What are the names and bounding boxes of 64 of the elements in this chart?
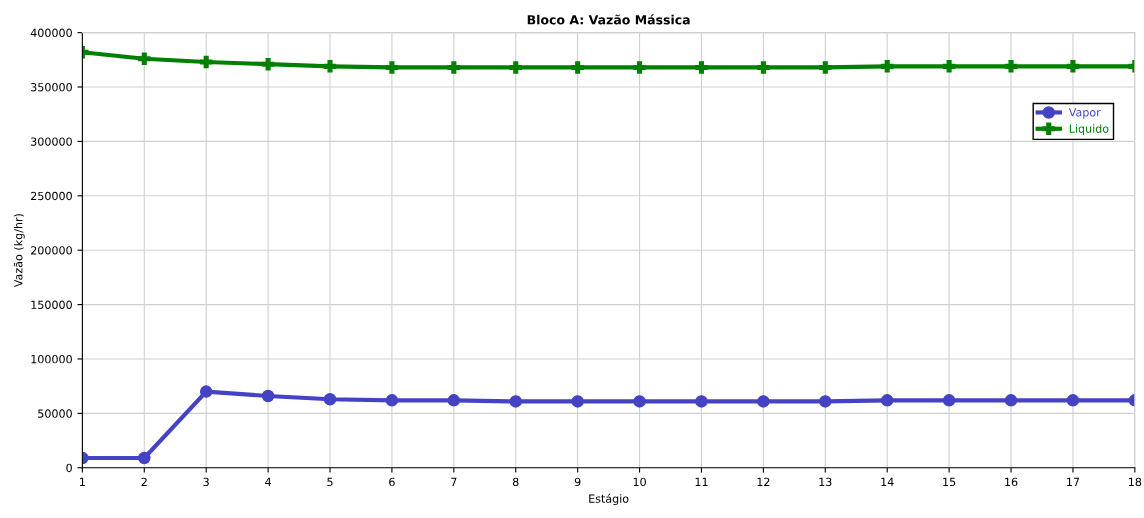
point <box>138 52 151 65</box>
x-tick-label: 3 <box>203 477 209 487</box>
point <box>571 61 584 74</box>
chart-title: Bloco A: Vazão Mássica <box>527 14 690 25</box>
point <box>509 395 522 408</box>
x-tick-label: 7 <box>451 477 457 486</box>
x-tick-label: 16 <box>1005 477 1018 487</box>
point <box>695 395 708 408</box>
x-tick-label: 5 <box>327 477 333 487</box>
y-tick-label: 150000 <box>31 300 72 309</box>
x-axis-title: Estágio <box>589 493 629 505</box>
y-tick-label: 200000 <box>31 246 72 255</box>
point <box>323 392 337 406</box>
legend-label: Vapor <box>1068 108 1101 119</box>
point <box>385 61 399 74</box>
point <box>880 394 894 407</box>
x-tick-label: 14 <box>881 477 894 486</box>
x-tick-label: 10 <box>633 477 646 487</box>
y-tick-label: 400000 <box>30 28 72 38</box>
point <box>199 55 213 69</box>
point <box>323 60 337 73</box>
point <box>138 451 151 465</box>
point <box>880 60 894 73</box>
point <box>447 394 461 407</box>
point <box>819 395 832 408</box>
point <box>695 61 708 74</box>
x-tick-label: 11 <box>695 477 708 486</box>
x-tick-label: 6 <box>389 477 395 487</box>
x-tick-label: 2 <box>141 477 147 486</box>
point <box>1066 394 1080 407</box>
legend-label: Liquido <box>1069 124 1109 135</box>
point <box>1004 394 1018 407</box>
y-axis-title: Vazão (kg/hr) <box>13 214 25 288</box>
point <box>509 61 522 74</box>
y-tick-label: 300000 <box>31 137 72 146</box>
y-tick-label: 0 <box>66 463 72 473</box>
x-tick-label: 12 <box>757 477 770 486</box>
point <box>261 389 275 403</box>
point <box>385 394 399 407</box>
point <box>261 57 275 71</box>
y-tick-label: 50000 <box>38 409 72 418</box>
point <box>942 394 956 407</box>
y-tick-label: 100000 <box>31 354 72 364</box>
point <box>199 385 213 398</box>
x-tick-label: 13 <box>819 477 832 487</box>
x-tick-label: 1 <box>80 477 85 486</box>
point <box>757 61 770 74</box>
x-tick-label: 4 <box>265 477 272 486</box>
point <box>757 395 770 408</box>
point <box>1004 60 1018 73</box>
x-tick-label: 8 <box>512 477 519 487</box>
x-tick-label: 15 <box>943 477 956 487</box>
point <box>447 61 461 74</box>
point <box>571 395 584 408</box>
point <box>633 395 646 408</box>
x-tick-label: 18 <box>1129 477 1142 487</box>
y-tick-label: 250000 <box>31 191 72 201</box>
point <box>819 61 832 74</box>
x-tick-label: 9 <box>574 477 581 487</box>
point <box>942 60 956 73</box>
point <box>1066 60 1080 73</box>
y-tick-label: 350000 <box>31 83 72 92</box>
x-tick-label: 17 <box>1067 477 1080 486</box>
point <box>633 61 646 74</box>
